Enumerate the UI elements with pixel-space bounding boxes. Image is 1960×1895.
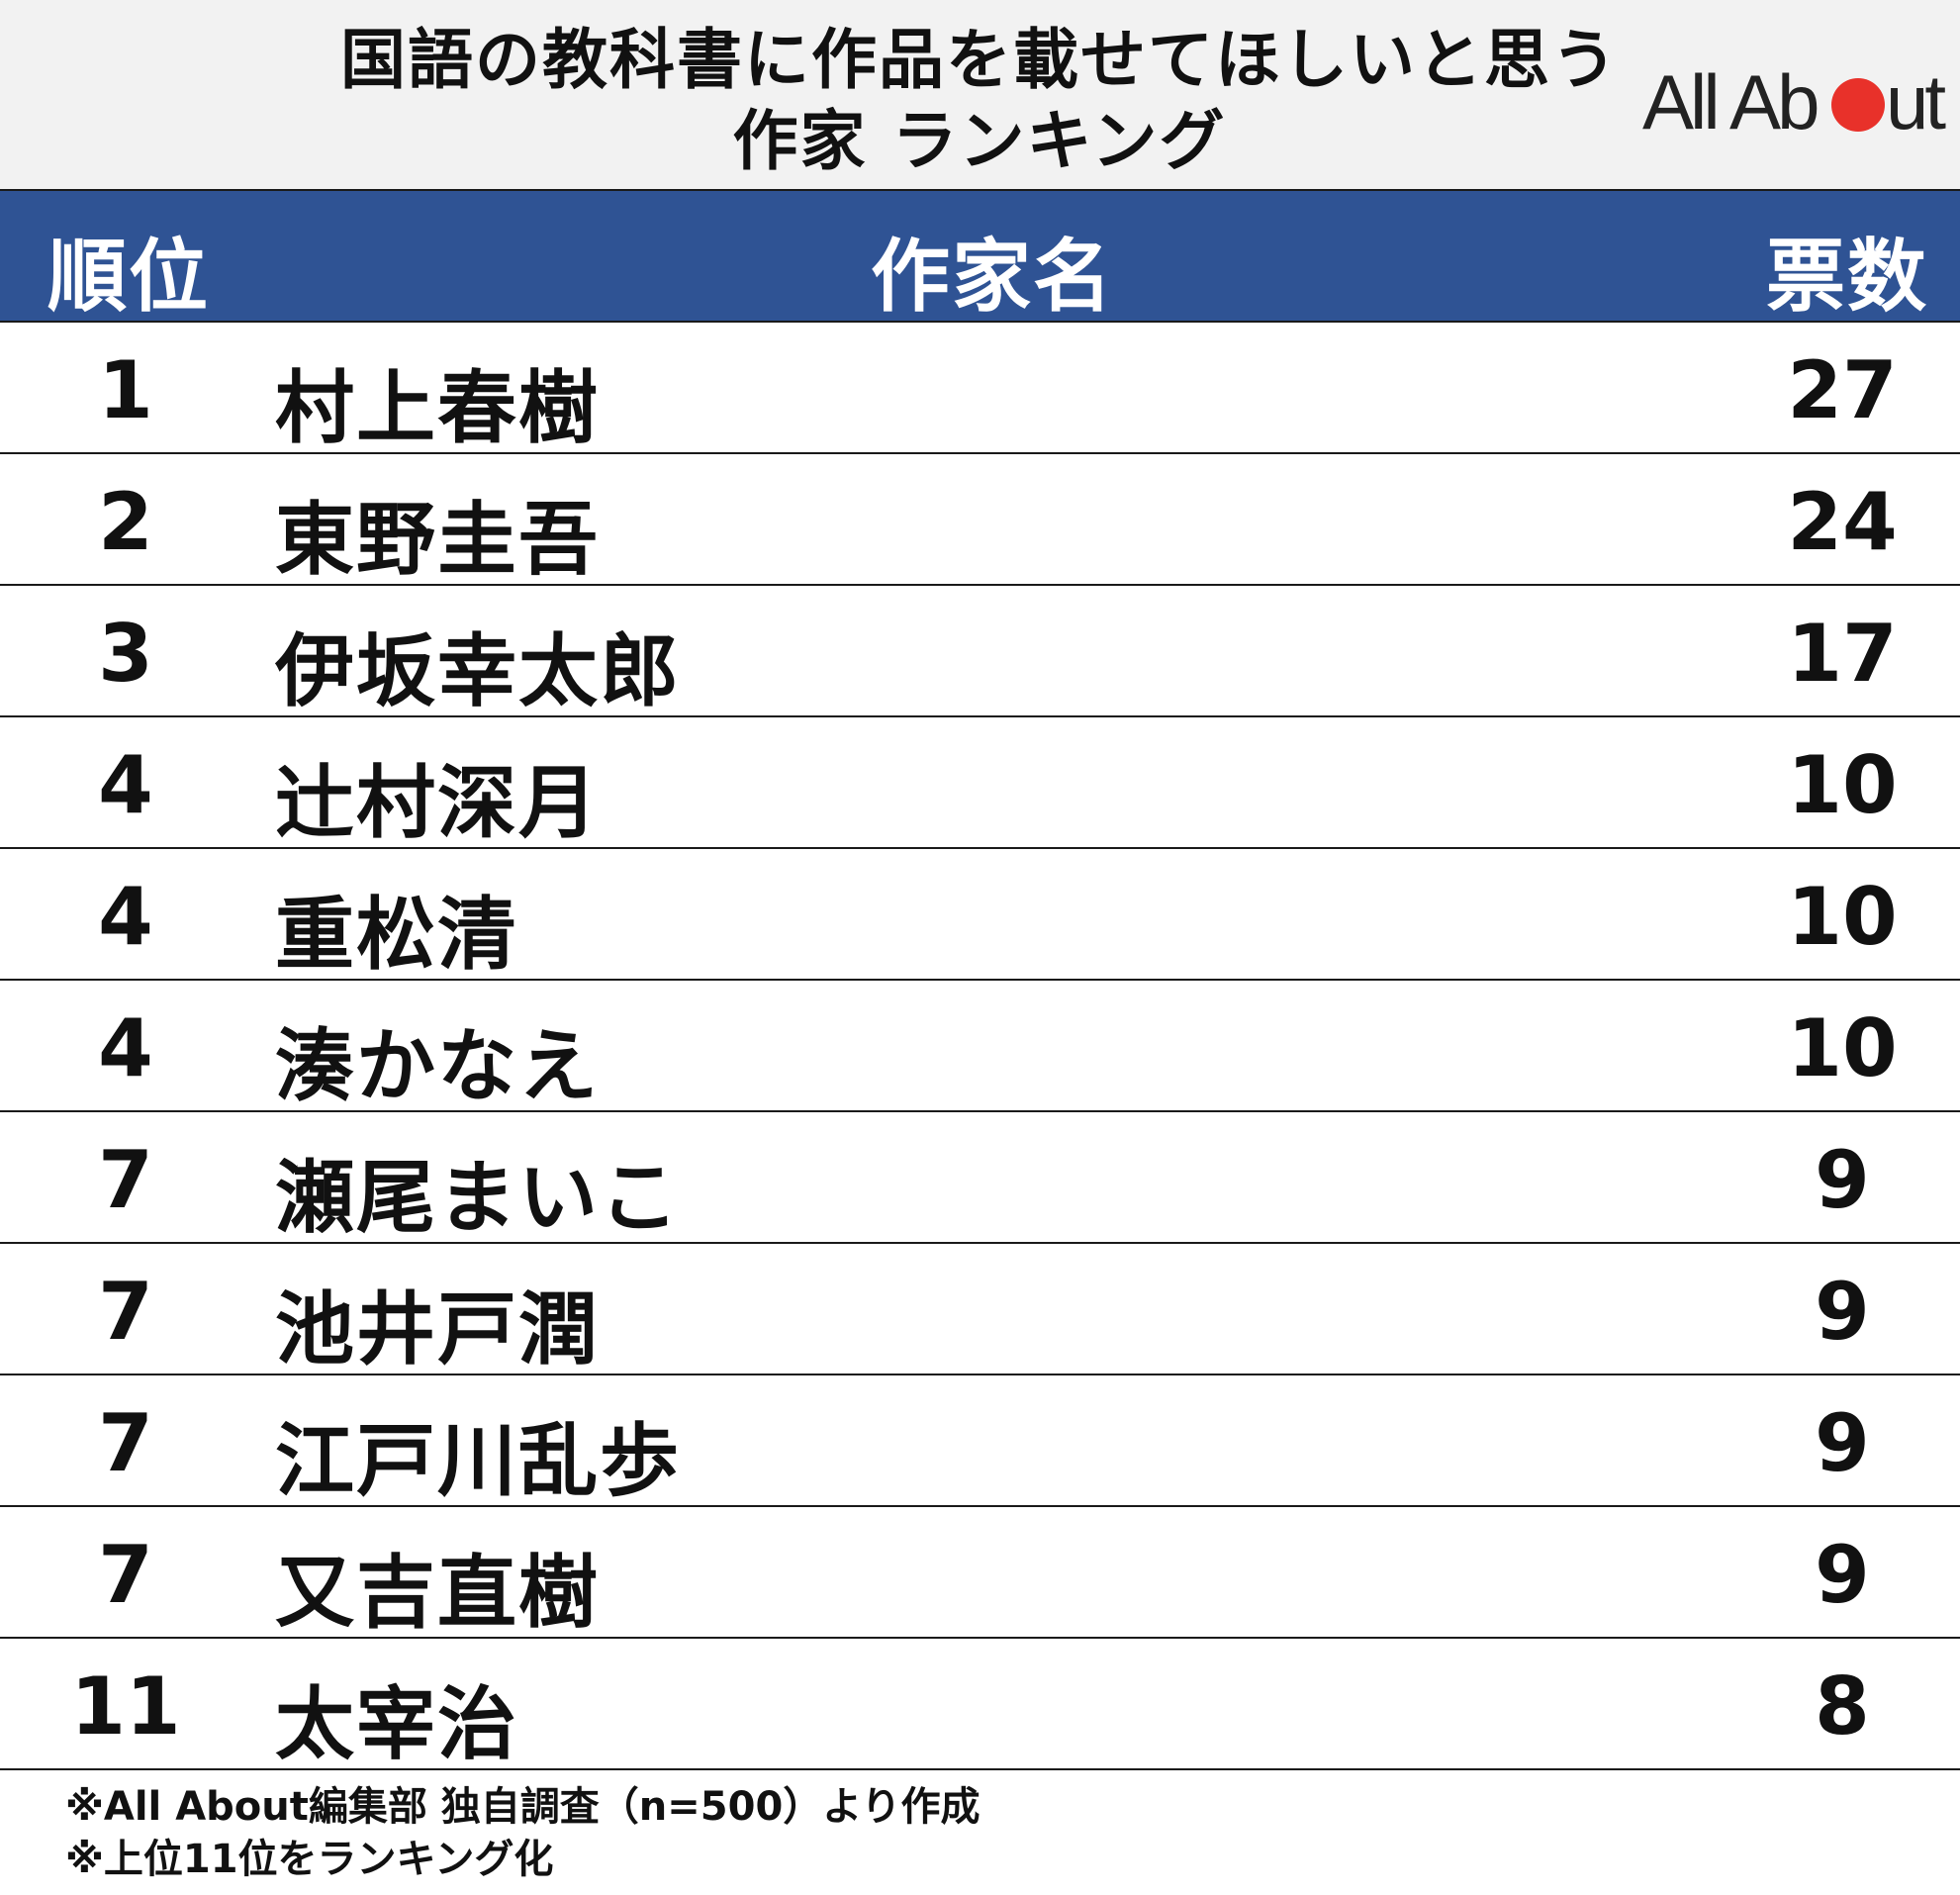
table-row: 7 瀬尾まいこ 9 [0, 1112, 1960, 1244]
rank-cell: 3 [98, 608, 153, 700]
author-name-cell: 瀬尾まいこ [275, 1152, 681, 1244]
footnote-source: ※All About編集部 独自調査（n=500）より作成 [65, 1784, 980, 1830]
votes-cell: 10 [1787, 739, 1898, 831]
rank-cell: 4 [98, 739, 153, 831]
table-row: 7 江戸川乱歩 9 [0, 1375, 1960, 1507]
votes-cell: 27 [1787, 344, 1898, 436]
column-header-votes: 票数 [1766, 231, 1928, 323]
author-name-cell: 江戸川乱歩 [275, 1415, 681, 1507]
table-body: 1 村上春樹 27 2 東野圭吾 24 3 伊坂幸太郎 17 4 辻村深月 10… [0, 323, 1960, 1770]
column-header-rank: 順位 [47, 231, 210, 323]
votes-cell: 8 [1815, 1660, 1870, 1753]
rank-cell: 7 [98, 1529, 153, 1621]
rank-cell: 4 [98, 1002, 153, 1094]
footnotes: ※All About編集部 独自調査（n=500）より作成 ※上位11位をランキ… [65, 1781, 980, 1886]
author-name-cell: 池井戸潤 [275, 1283, 600, 1375]
table-row: 2 東野圭吾 24 [0, 454, 1960, 586]
votes-cell: 9 [1815, 1397, 1870, 1489]
table-row: 11 太宰治 8 [0, 1639, 1960, 1770]
title-band: 国語の教科書に作品を載せてほしいと思う 作家 ランキング All Ab ut [0, 0, 1960, 191]
votes-cell: 9 [1815, 1266, 1870, 1358]
column-header-name: 作家名 [871, 231, 1114, 323]
title-line-1: 国語の教科書に作品を載せてほしいと思う [340, 22, 1619, 98]
author-name-cell: 東野圭吾 [275, 494, 600, 586]
all-about-logo-graphic: All Ab ut [1642, 61, 1949, 141]
rank-cell: 2 [98, 476, 153, 568]
author-name-cell: 伊坂幸太郎 [275, 625, 681, 717]
table-row: 4 重松清 10 [0, 849, 1960, 981]
author-name-cell: 湊かなえ [275, 1020, 600, 1112]
author-name-cell: 又吉直樹 [275, 1547, 600, 1639]
table-row: 4 辻村深月 10 [0, 717, 1960, 849]
votes-cell: 17 [1787, 608, 1898, 700]
footnote-scope: ※上位11位をランキング化 [65, 1837, 554, 1882]
author-name-cell: 重松清 [275, 889, 518, 981]
table-header: 順位 作家名 票数 [0, 191, 1960, 323]
title-line-2: 作家 ランキング [732, 103, 1227, 179]
votes-cell: 9 [1815, 1529, 1870, 1621]
rank-cell: 1 [98, 344, 153, 436]
table-row: 1 村上春樹 27 [0, 323, 1960, 454]
table-row: 7 池井戸潤 9 [0, 1244, 1960, 1375]
author-name-cell: 太宰治 [275, 1678, 518, 1770]
votes-cell: 10 [1787, 871, 1898, 963]
table-row: 3 伊坂幸太郎 17 [0, 586, 1960, 717]
author-name-cell: 村上春樹 [275, 362, 600, 454]
all-about-logo: All Ab ut [1642, 61, 1949, 141]
table-row: 7 又吉直樹 9 [0, 1507, 1960, 1639]
votes-cell: 9 [1815, 1134, 1870, 1226]
rank-cell: 7 [98, 1266, 153, 1358]
chart-title: 国語の教科書に作品を載せてほしいと思う 作家 ランキング [277, 20, 1682, 182]
rank-cell: 7 [98, 1397, 153, 1489]
votes-cell: 10 [1787, 1002, 1898, 1094]
logo-text-right: ut [1886, 61, 1946, 141]
author-name-cell: 辻村深月 [275, 757, 600, 849]
rank-cell: 4 [98, 871, 153, 963]
rank-cell: 7 [98, 1134, 153, 1226]
votes-cell: 24 [1787, 476, 1898, 568]
logo-dot [1831, 78, 1885, 132]
table-row: 4 湊かなえ 10 [0, 981, 1960, 1112]
logo-text-left: All Ab [1642, 61, 1818, 141]
rank-cell: 11 [70, 1660, 181, 1753]
